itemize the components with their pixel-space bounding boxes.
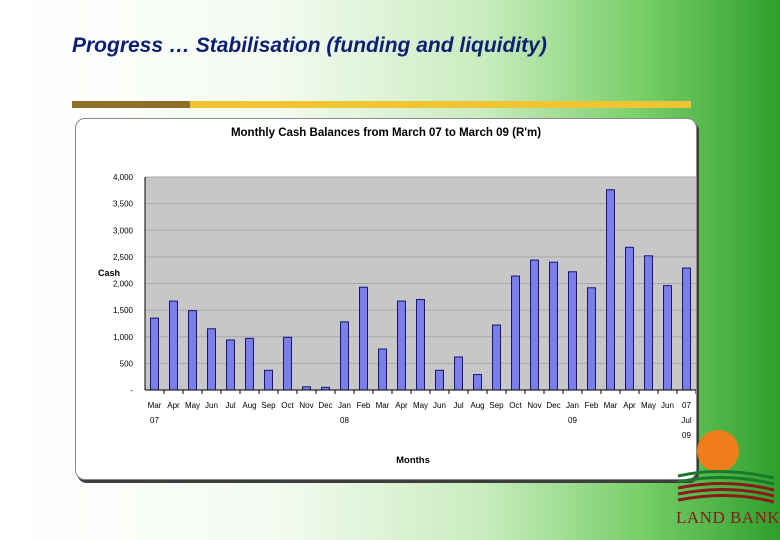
x-tick-label: Jul [453,401,463,410]
x-tick-label: May [413,401,428,410]
x-tick-label: Jan [338,401,351,410]
x-tick-labels: Mar 07 Apr May Jun Jul Aug Sep Oct Nov Dec Jan 08 Feb… [148,401,692,440]
y-tick-label: 500 [120,359,134,368]
bar [663,285,672,391]
bar [492,324,501,391]
bar [264,369,273,391]
title-rule-dark-segment [72,101,190,108]
y-tick-labels: - 500 1,000 1,500 2,000 2,500 3,000 3,500 4,000 [113,173,134,395]
bar [226,339,235,391]
y-tick-label: - [130,386,133,395]
slide-title: Progress … Stabilisation (funding and li… [72,34,547,57]
x-tick-label: Jun [433,401,446,410]
y-tick-label: 2,500 [113,253,134,262]
bar [169,300,178,391]
bar [397,300,406,391]
bar [511,275,520,391]
bar [644,255,653,391]
bar [359,286,368,391]
x-tick-label: 09 [568,416,577,425]
bar [435,369,444,391]
title-rule-gold-segment [190,101,691,108]
x-tick-label: May [641,401,656,410]
bar [188,310,197,391]
x-tick-label: Feb [585,401,599,410]
x-tick-label: Sep [489,401,504,410]
x-tick-label: Mar [604,401,618,410]
x-tick-label: 08 [340,416,349,425]
bar [378,348,387,391]
x-tick-label: May [185,401,200,410]
bar [625,246,634,391]
y-tick-label: 2,000 [113,280,134,289]
x-tick-label: 09 [682,431,691,440]
x-tick-label: Dec [318,401,332,410]
bar [207,328,216,391]
x-tick-label: Feb [357,401,371,410]
x-tick-label: Nov [527,401,541,410]
x-tick-label: Jun [205,401,218,410]
x-tick-label: Mar [376,401,390,410]
x-tick-label: Nov [299,401,313,410]
y-tick-label: 4,000 [113,173,134,182]
x-tick-label: Jul [681,416,691,425]
bar [245,337,254,391]
land-bank-logo-fields [677,470,775,504]
bar [549,261,558,391]
bar [454,356,463,391]
y-tick-label: 3,000 [113,226,134,235]
title-rule [72,101,691,108]
x-tick-label: 07 [682,401,691,410]
bar [606,189,615,391]
bar [416,298,425,391]
x-axis-label: Months [396,455,430,466]
x-tick-label: Oct [509,401,522,410]
bar [150,317,159,391]
bar [340,321,349,391]
axes [144,177,696,394]
x-tick-label: Apr [623,401,636,410]
x-tick-label: Apr [395,401,408,410]
x-tick-label: Aug [470,401,484,410]
x-tick-label: Oct [281,401,294,410]
y-tick-label: 1,000 [113,333,134,342]
x-tick-label: Jun [661,401,674,410]
bar [283,336,292,391]
cash-balance-chart: -5001,0001,5002,0002,5003,0003,5004,000 … [98,127,696,466]
x-tick-label: Apr [167,401,180,410]
y-axis-label: Cash [98,268,120,278]
bar [530,259,539,391]
x-tick-label: Sep [261,401,276,410]
chart-title: Monthly Cash Balances from March 07 to M… [231,127,541,139]
x-tick-label: Aug [242,401,256,410]
bar [587,287,596,391]
x-tick-label: 07 [150,416,159,425]
land-bank-logo-wordmark: LAND BANK [676,508,780,527]
y-tick-label: 3,500 [113,200,134,209]
bar [473,374,482,391]
x-tick-label: Mar [148,401,162,410]
x-tick-label: Jul [225,401,235,410]
x-tick-label: Jan [566,401,579,410]
bar [568,271,577,391]
land-bank-logo-sun [697,430,739,472]
bar [682,267,691,391]
chart-frame: -500 1,000 1,500 2,000 2,500 3,000 3,500 4,000 … [75,118,697,480]
x-tick-label: Dec [546,401,560,410]
y-tick-label: 1,500 [113,306,134,315]
